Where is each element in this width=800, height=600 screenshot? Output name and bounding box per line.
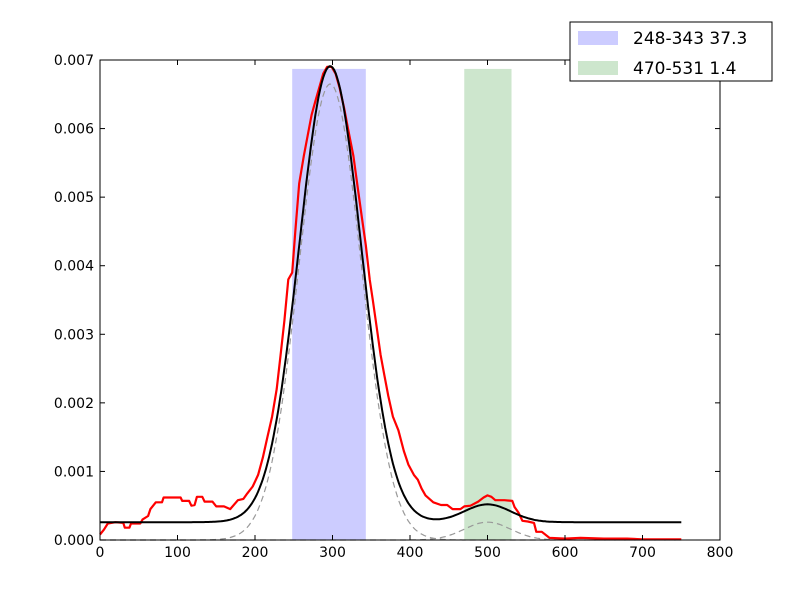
x-tick-label: 200 (242, 545, 269, 561)
y-tick-label: 0.007 (54, 53, 94, 69)
legend: 248-343 37.3 470-531 1.4 (569, 21, 773, 82)
y-tick-label: 0.004 (54, 259, 94, 275)
x-tick-label: 600 (552, 545, 579, 561)
y-tick-label: 0.001 (54, 464, 94, 480)
span-1 (464, 68, 512, 541)
span-0 (292, 68, 366, 541)
axis-ticks: 0 100 200 300 400 500 600 700 800 0.000 0.001 0.002… (54, 53, 733, 561)
legend-label: 470-531 1.4 (633, 59, 736, 79)
y-tick-label: 0.005 (54, 190, 94, 206)
y-tick-label: 0.006 (54, 122, 94, 138)
y-tick-label: 0.002 (54, 396, 94, 412)
x-tick-label: 400 (397, 545, 424, 561)
series-line-1 (100, 65, 682, 524)
x-tick-label: 800 (707, 545, 734, 561)
x-tick-label: 300 (319, 545, 346, 561)
y-tick-label: 0.000 (54, 533, 94, 549)
x-tick-label: 700 (629, 545, 656, 561)
highlight-spans (292, 68, 512, 541)
legend-swatch (578, 31, 618, 45)
x-tick-label: 100 (164, 545, 191, 561)
legend-swatch (578, 61, 618, 75)
x-tick-label: 500 (474, 545, 501, 561)
x-tick-label: 0 (96, 545, 105, 561)
y-tick-label: 0.003 (54, 327, 94, 343)
legend-label: 248-343 37.3 (633, 29, 747, 49)
